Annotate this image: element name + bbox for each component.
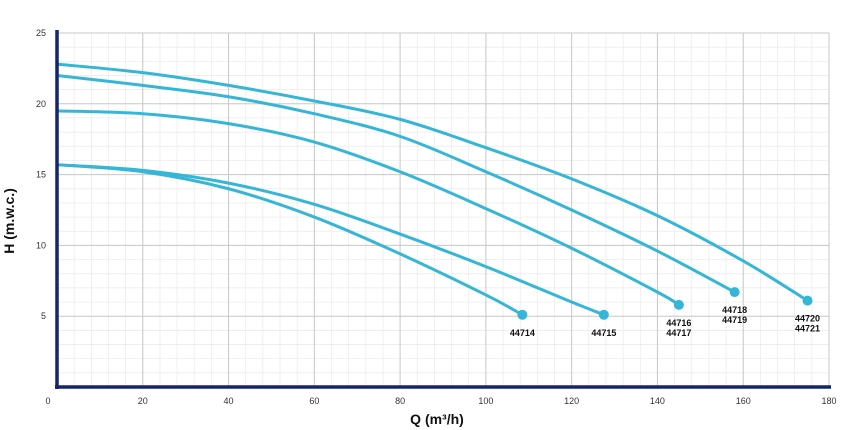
x-tick-label: 140 [650,396,665,406]
pump-curve-44714 [55,163,524,317]
x-tick-label: 120 [564,396,579,406]
x-tick-label: 0 [45,396,50,406]
x-axis-title: Q (m³/h) [410,411,464,427]
tick-labels: 0 20 40 60 80 100 120 140 160 180 5 10 15 20 25 [36,28,837,406]
curve-label-44717: 44717 [666,328,691,338]
y-tick-label: 15 [36,170,46,180]
y-tick-label: 25 [36,28,46,38]
y-tick-label: 5 [41,311,46,321]
curve-label-44714: 44714 [510,328,535,338]
y-axis-title: H (m.w.c.) [1,188,17,254]
pump-curve-44715 [55,163,606,317]
curve-label-44721: 44721 [795,324,820,334]
curve-label-44718: 44718 [722,305,747,315]
y-tick-label: 20 [36,99,46,109]
x-tick-label: 60 [309,396,319,406]
curve-end-point-44718 [729,287,740,298]
x-tick-label: 80 [395,396,405,406]
minor-grid [57,33,829,387]
curve-end-point-44720 [802,295,813,306]
curve-label-44719: 44719 [722,315,747,325]
x-tick-label: 100 [478,396,493,406]
axes [55,30,831,389]
x-tick-label: 40 [224,396,234,406]
curve-end-point-44716 [673,299,684,310]
pump-curve-44720 [55,62,810,303]
curve-end-point-44715 [598,309,609,320]
curve-end-point-44714 [517,309,528,320]
x-tick-label: 160 [736,396,751,406]
curve-label-44716: 44716 [666,318,691,328]
x-tick-label: 180 [821,396,836,406]
curve-label-44715: 44715 [591,328,616,338]
x-tick-label: 20 [138,396,148,406]
curve-label-44720: 44720 [795,314,820,324]
major-grid [57,32,830,387]
pump-curve-44718 [55,73,737,294]
y-tick-label: 10 [36,240,46,250]
pump-curve-44716 [55,109,681,307]
